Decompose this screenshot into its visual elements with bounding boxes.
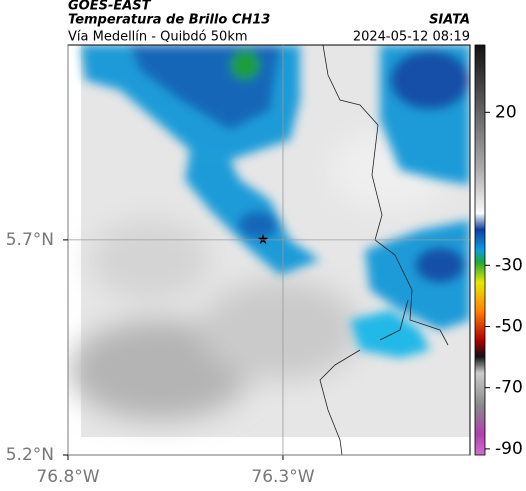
- source: GOES-EAST: [68, 0, 152, 14]
- colorbar-tick-label: -90: [495, 439, 523, 459]
- x-tick-label: 76.3°W: [251, 467, 314, 487]
- x-tick-label: 76.8°W: [36, 467, 99, 487]
- colorbar-tick-label: -50: [495, 316, 523, 336]
- y-tick-label: 5.2°N: [6, 445, 54, 465]
- datetime: 2024-05-12 08:19: [353, 30, 470, 45]
- y-tick-label: 5.7°N: [6, 230, 54, 250]
- route: Vía Medellín - Quibdó 50km: [68, 30, 248, 45]
- colorbar: [474, 44, 486, 456]
- colorbar-tick-label: -70: [495, 378, 523, 398]
- product: Temperatura de Brillo CH13: [68, 13, 270, 28]
- satellite-image: ★: [68, 45, 470, 455]
- colorbar-tick-label: 20: [495, 102, 517, 122]
- colorbar-tick-label: -30: [495, 255, 523, 275]
- org: SIATA: [429, 13, 470, 28]
